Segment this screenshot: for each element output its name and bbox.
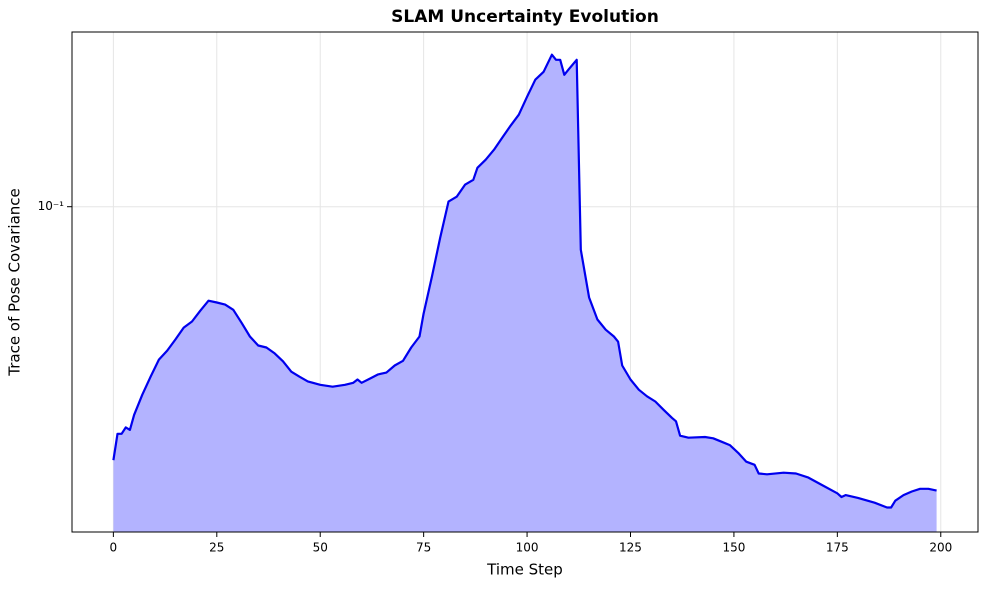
chart-title: SLAM Uncertainty Evolution — [391, 7, 659, 27]
x-axis-label: Time Step — [486, 561, 563, 579]
line — [112, 53, 937, 509]
y-tick-label: 10⁻¹ — [38, 199, 65, 213]
y-axis-label: Trace of Pose Covariance — [6, 188, 24, 377]
x-tick-label: 75 — [416, 541, 431, 555]
x-tick-label: 150 — [722, 541, 745, 555]
area-fill — [113, 54, 937, 532]
plot-frame — [71, 31, 979, 533]
x-tick-label: 125 — [619, 541, 642, 555]
x-tick-label: 25 — [209, 541, 224, 555]
x-tick-label: 0 — [110, 541, 118, 555]
x-tick-label: 200 — [929, 541, 952, 555]
x-tick-label: 175 — [826, 541, 849, 555]
x-tick-label: 50 — [313, 541, 328, 555]
x-tick-label: 100 — [516, 541, 539, 555]
